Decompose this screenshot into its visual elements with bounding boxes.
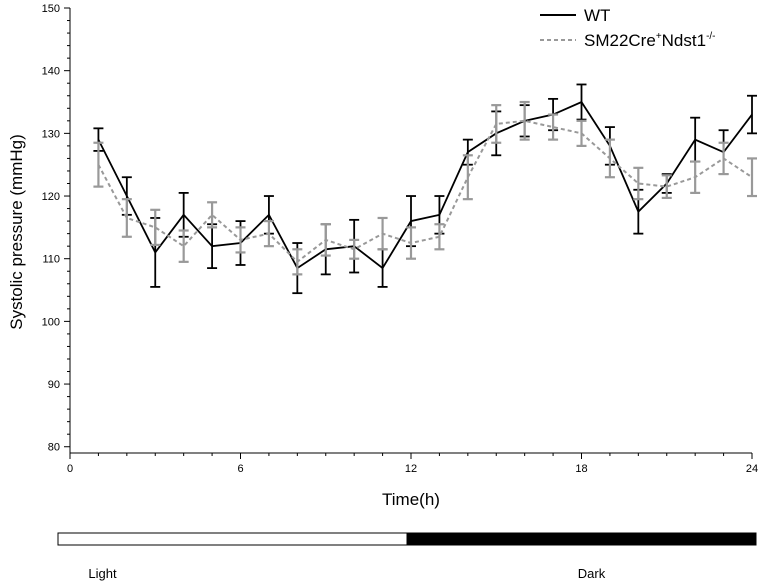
period-light-label: Light	[88, 566, 117, 581]
period-dark-label: Dark	[578, 566, 606, 581]
legend-text-part: Ndst1	[662, 31, 706, 50]
y-tick-label: 120	[42, 191, 60, 203]
y-tick-label: 80	[48, 442, 60, 454]
series-line	[97, 119, 753, 264]
x-tick-label: 24	[746, 463, 758, 475]
x-tick-label: 18	[575, 463, 587, 475]
x-axis-title: Time(h)	[382, 490, 440, 509]
y-tick-label: 90	[48, 379, 60, 391]
legend: WT SM22Cre+Ndst1-/-	[540, 6, 716, 50]
series-sm22cre-ndst1	[93, 100, 757, 276]
x-tick-label: 0	[67, 463, 73, 475]
legend-superscript: -/-	[706, 31, 715, 42]
x-tick-label: 12	[405, 463, 417, 475]
legend-superscript: +	[656, 31, 662, 42]
legend-label-wt: WT	[584, 6, 610, 25]
x-tick-label: 6	[237, 463, 243, 475]
legend-text-part: SM22Cre	[584, 31, 656, 50]
y-axis-title: Systolic pressure (mmHg)	[7, 134, 26, 330]
y-tick-label: 150	[42, 3, 60, 15]
series-layer	[93, 83, 757, 295]
y-tick-label: 100	[42, 316, 60, 328]
period-light-bar	[57, 532, 408, 546]
series-line	[97, 100, 753, 270]
ticks: 80 90 100 110 120 130 140 150 0 6 12 18 24	[42, 3, 758, 475]
y-tick-label: 130	[42, 128, 60, 140]
y-tick-label: 140	[42, 66, 60, 78]
legend-label-ndst1: SM22Cre+Ndst1-/-	[584, 31, 716, 50]
y-tick-label: 110	[42, 254, 60, 266]
light-dark-bar: Light Dark	[57, 532, 757, 581]
period-dark-bar	[406, 532, 757, 546]
series-wt	[93, 83, 757, 295]
